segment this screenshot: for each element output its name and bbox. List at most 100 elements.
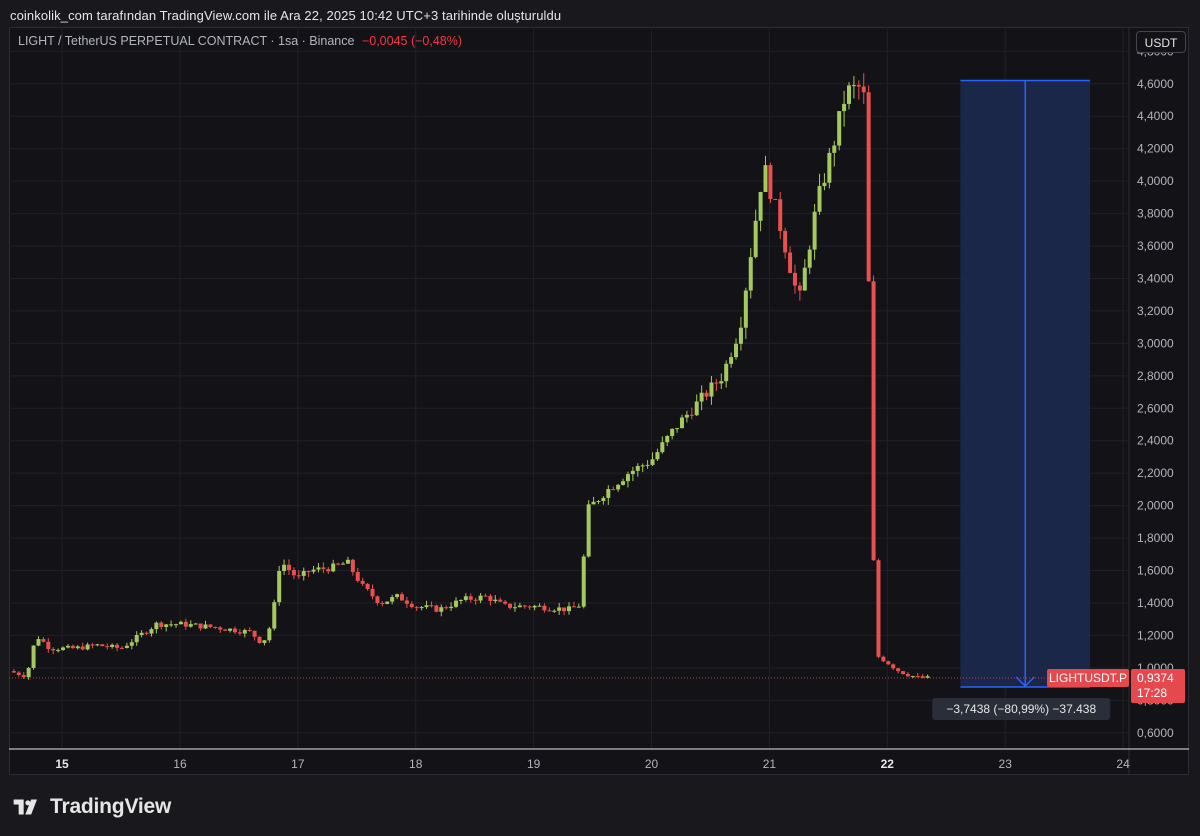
candle-down [797, 285, 802, 291]
candle-down [473, 599, 478, 601]
candle-up [738, 327, 743, 344]
candle-down [115, 644, 120, 648]
candle-down [183, 621, 188, 627]
candle-up [331, 563, 336, 572]
candle-up [670, 428, 675, 436]
currency-unit-button[interactable]: USDT [1136, 31, 1186, 53]
y-tick-label: 3,8000 [1137, 207, 1174, 221]
candle-up [684, 414, 689, 418]
candle-up [812, 211, 817, 250]
candle-up [26, 667, 31, 678]
candle-down [508, 603, 513, 608]
candle-down [768, 165, 773, 200]
candle-up [758, 191, 763, 221]
candle-down [409, 603, 414, 608]
candle-up [478, 595, 483, 601]
x-tick-label: 16 [173, 757, 187, 771]
candle-down [21, 674, 26, 678]
candle-down [876, 560, 881, 657]
candle-up [193, 623, 198, 625]
x-tick-label: 19 [527, 757, 541, 771]
candle-up [832, 145, 837, 153]
candle-up [837, 111, 842, 146]
candle-up [650, 459, 655, 465]
candle-up [345, 559, 350, 564]
y-tick-label: 3,4000 [1137, 271, 1174, 285]
y-tick-label: 2,4000 [1137, 434, 1174, 448]
candle-up [419, 607, 424, 609]
candle-down [375, 596, 380, 604]
candle-up [679, 417, 684, 429]
candle-up [699, 392, 704, 402]
candle-up [552, 610, 557, 612]
candle-up [630, 470, 635, 475]
y-tick-label: 3,0000 [1137, 336, 1174, 350]
candle-up [729, 357, 734, 364]
y-tick-label: 4,2000 [1137, 142, 1174, 156]
candle-up [164, 624, 169, 627]
candle-up [640, 465, 645, 467]
countdown-label: 17:28 [1137, 686, 1167, 700]
candle-down [886, 661, 891, 665]
candle-up [517, 605, 522, 608]
candle-down [547, 610, 552, 612]
candle-down [434, 605, 439, 612]
candle-down [119, 647, 124, 649]
candle-up [596, 501, 601, 503]
candle-down [232, 628, 237, 633]
x-tick-label: 18 [409, 757, 423, 771]
price-chart[interactable]: −3,7438 (−80,99%) −37.438 0,60000,80001,… [9, 27, 1189, 775]
candle-up [743, 290, 748, 328]
x-tick-label: 15 [55, 757, 69, 771]
candle-up [532, 605, 537, 608]
candle-up [925, 676, 930, 678]
candle-up [65, 645, 70, 648]
candle-down [198, 623, 203, 629]
candle-down [861, 86, 866, 93]
symbol-tag-bg [1047, 669, 1129, 688]
candle-up [188, 624, 193, 627]
tradingview-logo-icon [13, 799, 37, 815]
y-tick-label: 4,4000 [1137, 109, 1174, 123]
candle-up [802, 267, 807, 291]
candle-up [606, 489, 611, 498]
candle-up [267, 628, 272, 641]
candle-up [439, 607, 444, 612]
candle-up [311, 569, 316, 572]
y-tick-label: 4,6000 [1137, 77, 1174, 91]
x-tick-label: 23 [999, 757, 1013, 771]
candle-up [910, 676, 915, 678]
candle-up [174, 624, 179, 626]
symbol-legend: LIGHT / TetherUS PERPETUAL CONTRACT · 1s… [18, 34, 462, 48]
candle-up [719, 381, 724, 384]
candle-up [827, 152, 832, 183]
candle-up [807, 249, 812, 268]
candle-down [90, 644, 95, 646]
candle-up [178, 621, 183, 625]
candle-up [449, 606, 454, 609]
candle-down [41, 639, 46, 642]
candle-up [763, 165, 768, 192]
y-tick-label: 2,0000 [1137, 499, 1174, 513]
candle-up [660, 442, 665, 453]
candle-down [70, 645, 75, 649]
price-tag-bg [1131, 669, 1185, 704]
y-tick-label: 1,2000 [1137, 628, 1174, 642]
candle-up [576, 606, 581, 608]
candle-down [355, 571, 360, 581]
candle-down [866, 92, 871, 282]
candle-up [665, 435, 670, 443]
candle-down [522, 605, 527, 607]
candle-up [169, 624, 174, 626]
measure-tool: −3,7438 (−80,99%) −37.438 [932, 79, 1111, 721]
candle-up [616, 484, 621, 490]
candle-down [105, 646, 110, 648]
candle-down [159, 622, 164, 627]
candle-up [395, 594, 400, 598]
candles [11, 73, 930, 680]
candle-down [350, 559, 355, 572]
candle-up [203, 624, 208, 629]
measure-label-box [932, 698, 1111, 721]
candle-down [871, 281, 876, 561]
candle-down [891, 664, 896, 669]
